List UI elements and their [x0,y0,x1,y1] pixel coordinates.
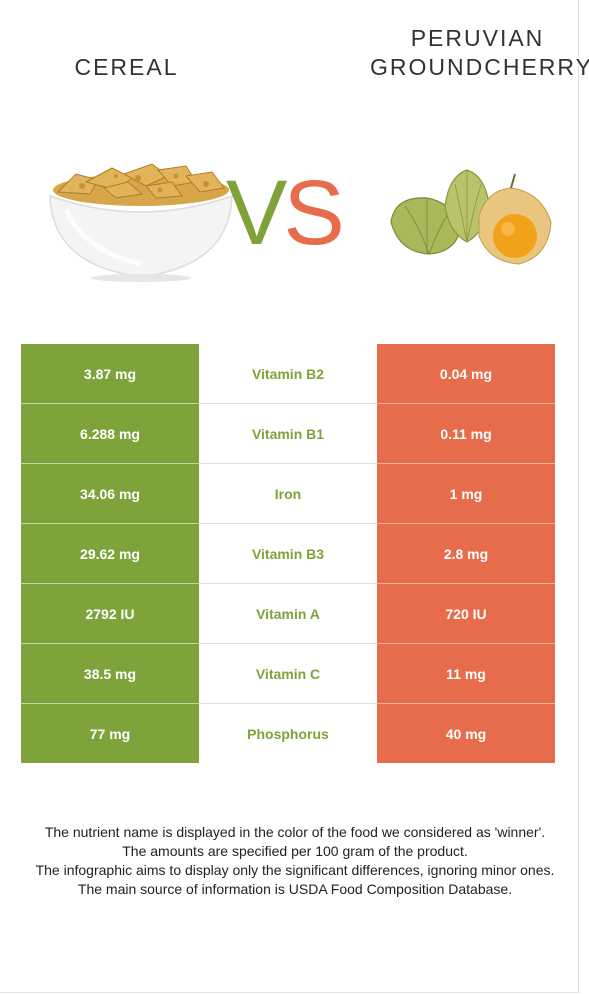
right-value: 40 mg [377,703,555,763]
left-value: 6.288 mg [21,403,199,464]
right-value: 0.11 mg [377,403,555,464]
nutrient-name: Phosphorus [199,703,377,763]
left-value: 38.5 mg [21,643,199,704]
nutrient-name: Iron [199,463,377,524]
footer-line-amounts-note: The amounts are specified per 100 gram o… [122,843,468,859]
left-value: 3.87 mg [21,344,199,404]
right-value: 720 IU [377,583,555,644]
nutrient-name: Vitamin B3 [199,523,377,584]
nutrient-name: Vitamin A [199,583,377,644]
comparison-row: 29.62 mg Vitamin B3 2.8 mg [21,523,555,584]
footer-line-winner-note: The nutrient name is displayed in the co… [44,824,546,840]
right-food-title-line2: GROUNDCHERRY [370,54,589,80]
footer-line-source-note: The main source of information is USDA F… [77,881,513,897]
nutrient-name: Vitamin C [199,643,377,704]
left-value: 77 mg [21,703,199,763]
comparison-row: 2792 IU Vitamin A 720 IU [21,583,555,644]
vs-s-letter: S [283,162,344,264]
cereal-bowl-image [46,160,236,290]
footer-line-scope-note: The infographic aims to display only the… [35,862,555,878]
comparison-row: 6.288 mg Vitamin B1 0.11 mg [21,403,555,464]
comparison-row: 34.06 mg Iron 1 mg [21,463,555,524]
nutrient-name: Vitamin B1 [199,403,377,464]
comparison-table: 3.87 mg Vitamin B2 0.04 mg 6.288 mg Vitamin … [21,344,555,763]
right-food-title: PERUVIAN GROUNDCHERRY [370,24,589,82]
comparison-rows: 3.87 mg Vitamin B2 0.04 mg 6.288 mg Vitamin … [21,344,555,763]
comparison-row: 38.5 mg Vitamin C 11 mg [21,643,555,704]
right-value: 11 mg [377,643,555,704]
left-food-title: CEREAL [74,54,179,80]
right-value: 2.8 mg [377,523,555,584]
comparison-row: 3.87 mg Vitamin B2 0.04 mg [21,344,555,404]
left-value: 29.62 mg [21,523,199,584]
vs-v-letter: V [226,162,287,264]
nutrient-name: Vitamin B2 [199,344,377,404]
groundcherry-image [385,166,557,275]
left-value: 34.06 mg [21,463,199,524]
left-value: 2792 IU [21,583,199,644]
vs-label: VS [226,158,345,268]
right-value: 1 mg [377,463,555,524]
comparison-row: 77 mg Phosphorus 40 mg [21,703,555,763]
right-food-title-line1: PERUVIAN [410,25,545,51]
right-value: 0.04 mg [377,344,555,404]
footer-notes: The nutrient name is displayed in the co… [30,823,560,899]
